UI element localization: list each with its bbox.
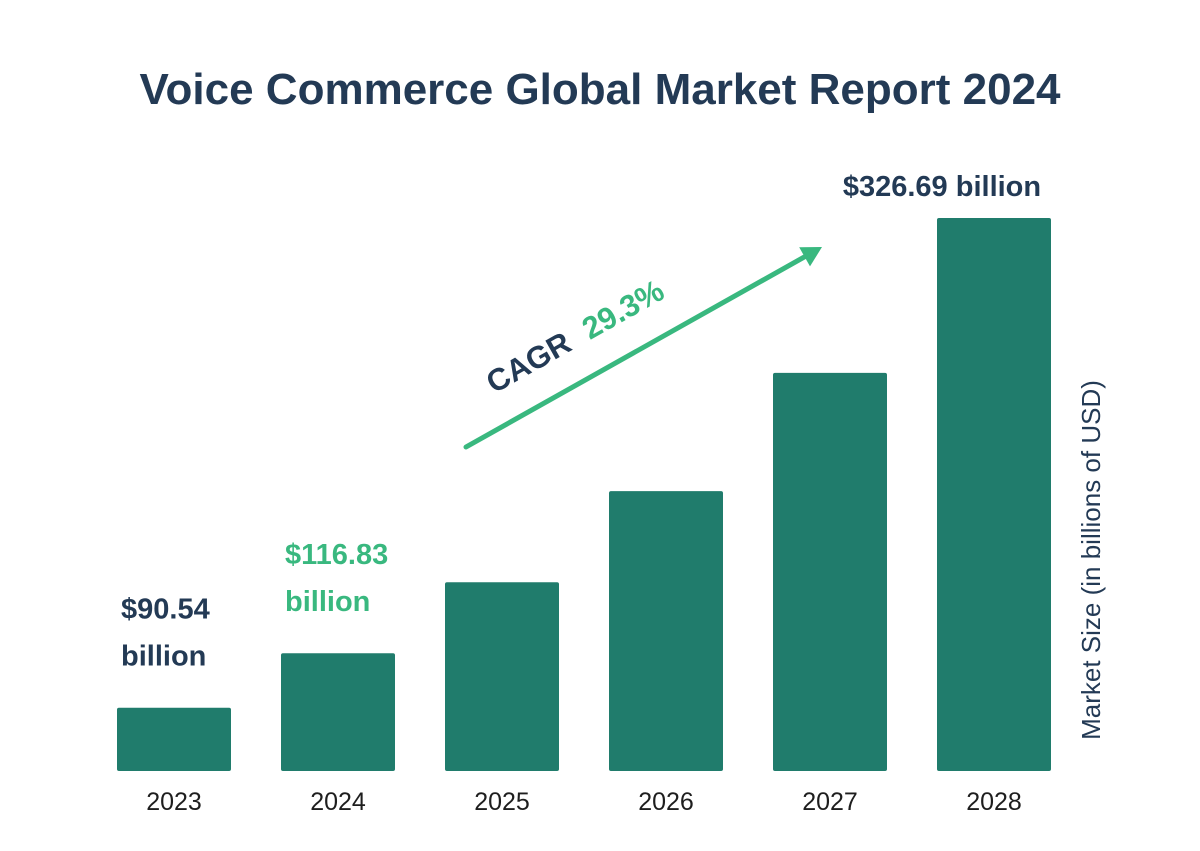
x-tick-labels: 2023 2024 2025 2026 2027 2028 — [146, 788, 1022, 816]
data-label-line: billion — [285, 586, 370, 618]
bar-2026 — [609, 491, 723, 771]
bar-2027 — [773, 372, 887, 771]
data-label-2024: $116.83 billion — [285, 539, 388, 618]
data-label-2023: $90.54 billion — [121, 594, 210, 673]
cagr-text: CAGR 29.3% — [480, 273, 670, 400]
chart-title: Voice Commerce Global Market Report 2024 — [139, 65, 1061, 114]
data-label-line: $116.83 — [285, 539, 388, 571]
x-tick-2023: 2023 — [146, 788, 202, 816]
data-labels: $90.54 billion $116.83 billion $326.69 billi… — [121, 171, 1041, 673]
x-tick-2027: 2027 — [802, 788, 858, 816]
cagr-value: 29.3% — [576, 273, 670, 347]
cagr-arrow-head — [799, 247, 822, 267]
cagr-annotation: CAGR 29.3% — [463, 247, 822, 450]
cagr-arrow-line — [463, 254, 808, 450]
x-tick-2024: 2024 — [310, 788, 366, 816]
x-tick-2026: 2026 — [638, 788, 694, 816]
x-tick-2028: 2028 — [966, 788, 1022, 816]
x-tick-2025: 2025 — [474, 788, 530, 816]
bar-2024 — [281, 653, 395, 771]
data-label-2028: $326.69 billion — [843, 171, 1041, 203]
bar-2028 — [937, 218, 1051, 771]
bars-group — [117, 218, 1051, 771]
cagr-label: CAGR — [480, 325, 577, 400]
bar-2025 — [445, 582, 559, 771]
data-label-line: billion — [121, 641, 206, 673]
y-axis-label: Market Size (in billions of USD) — [1076, 380, 1106, 740]
bar-2023 — [117, 707, 231, 771]
data-label-line: $90.54 — [121, 594, 210, 626]
